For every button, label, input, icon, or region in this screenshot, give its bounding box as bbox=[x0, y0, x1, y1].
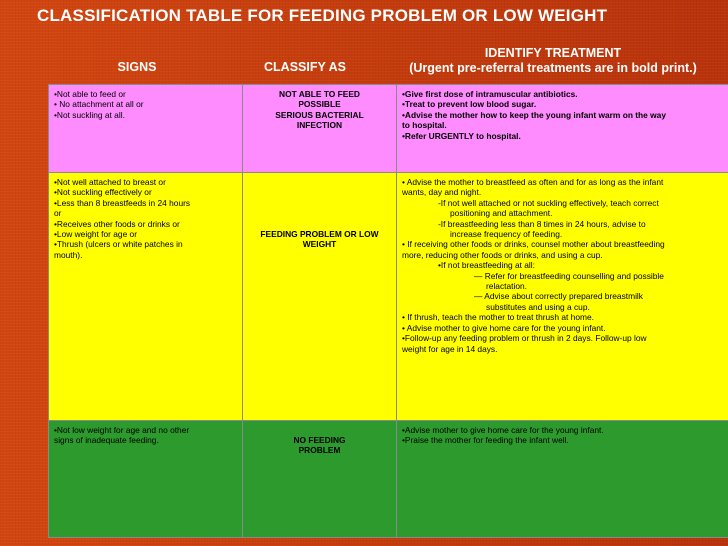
treatment-line: •If not breastfeeding at all: bbox=[438, 260, 535, 271]
sign-line: •Not suckling effectively or bbox=[54, 187, 152, 198]
sign-line: •Not suckling at all. bbox=[54, 109, 125, 120]
sign-line: • No attachment at all or bbox=[54, 99, 144, 110]
treatment-header-line: IDENTIFY TREATMENT bbox=[484, 46, 622, 60]
treatment-line: -If not well attached or not suckling ef… bbox=[438, 197, 659, 208]
sign-line: •Less than 8 breastfeeds in 24 hours bbox=[54, 197, 191, 208]
sign-line: •Receives other foods or drinks or bbox=[54, 218, 180, 229]
treatment-cell: • Advise the mother to breastfeed as oft… bbox=[396, 172, 728, 421]
treatment-line: — Refer for breastfeeding counselling an… bbox=[474, 270, 664, 281]
classification-line: NO FEEDING bbox=[293, 435, 346, 445]
treatment-cell: •Advise mother to give home care for the… bbox=[396, 420, 728, 538]
sign-line: signs of inadequate feeding. bbox=[54, 435, 159, 446]
signs-cell: •Not well attached to breast or •Not suc… bbox=[48, 172, 243, 421]
treatment-line: •Praise the mother for feeding the infan… bbox=[402, 435, 569, 446]
treatment-line: •Advise the mother how to keep the young… bbox=[402, 109, 666, 120]
classification-line: PROBLEM bbox=[298, 445, 341, 456]
table-row: •Not able to feed or • No attachment at … bbox=[48, 84, 728, 173]
sign-line: •Low weight for age or bbox=[54, 229, 138, 240]
treatment-line: positioning and attachment. bbox=[450, 208, 553, 219]
treatment-header-note: (Urgent pre-referral treatments are in b… bbox=[409, 61, 697, 75]
page-title: CLASSIFICATION TABLE FOR FEEDING PROBLEM… bbox=[37, 6, 608, 25]
classification-line: SERIOUS BACTERIAL bbox=[275, 109, 364, 120]
treatment-line: substitutes and using a cup. bbox=[486, 301, 590, 312]
classification-cell: NOT ABLE TO FEED POSSIBLE SERIOUS BACTER… bbox=[242, 84, 397, 173]
treatment-line: •Advise mother to give home care for the… bbox=[402, 425, 604, 435]
classification-table: •Not able to feed or • No attachment at … bbox=[48, 84, 728, 538]
classification-cell: FEEDING PROBLEM OR LOW WEIGHT bbox=[242, 172, 397, 421]
signs-cell: •Not low weight for age and no other sig… bbox=[48, 420, 243, 538]
classification-line: FEEDING PROBLEM OR LOW bbox=[260, 229, 379, 239]
treatment-column-header: IDENTIFY TREATMENT (Urgent pre-referral … bbox=[388, 46, 718, 76]
table-row: •Not well attached to breast or •Not suc… bbox=[48, 172, 728, 421]
sign-line: •Not well attached to breast or bbox=[54, 177, 166, 187]
treatment-line: • Advise the mother to breastfeed as oft… bbox=[402, 177, 664, 187]
sign-line: or bbox=[54, 208, 62, 219]
signs-column-header: SIGNS bbox=[117, 60, 157, 74]
sign-line: •Thrush (ulcers or white patches in bbox=[54, 239, 183, 250]
treatment-line: • If receiving other foods or drinks, co… bbox=[402, 239, 665, 250]
classification-line: WEIGHT bbox=[302, 239, 337, 250]
treatment-line: more, reducing other foods or drinks, an… bbox=[402, 249, 603, 260]
treatment-line: to hospital. bbox=[402, 120, 447, 131]
treatment-line: •Refer URGENTLY to hospital. bbox=[402, 130, 521, 141]
classification-line: INFECTION bbox=[296, 120, 343, 131]
treatment-line: weight for age in 14 days. bbox=[402, 343, 498, 354]
treatment-cell: •Give first dose of intramuscular antibi… bbox=[396, 84, 728, 173]
sign-line: •Not low weight for age and no other bbox=[54, 425, 190, 435]
treatment-line: •Treat to prevent low blood sugar. bbox=[402, 99, 537, 110]
treatment-line: increase frequency of feeding. bbox=[450, 229, 563, 240]
treatment-line: -If breastfeeding less than 8 times in 2… bbox=[438, 218, 646, 229]
treatment-line: • If thrush, teach the mother to treat t… bbox=[402, 312, 594, 323]
classification-line: NOT ABLE TO FEED bbox=[279, 89, 360, 99]
classify-column-header: CLASSIFY AS bbox=[264, 60, 346, 74]
treatment-line: •Give first dose of intramuscular antibi… bbox=[402, 89, 578, 99]
sign-line: mouth). bbox=[54, 249, 83, 260]
treatment-line: relactation. bbox=[486, 281, 527, 292]
treatment-line: • Advise mother to give home care for th… bbox=[402, 322, 606, 333]
sign-line: •Not able to feed or bbox=[54, 89, 126, 99]
table-row: •Not low weight for age and no other sig… bbox=[48, 420, 728, 538]
classification-cell: NO FEEDING PROBLEM bbox=[242, 420, 397, 538]
signs-cell: •Not able to feed or • No attachment at … bbox=[48, 84, 243, 173]
treatment-line: •Follow-up any feeding problem or thrush… bbox=[402, 333, 647, 344]
treatment-line: wants, day and night. bbox=[402, 187, 482, 198]
treatment-line: — Advise about correctly prepared breast… bbox=[474, 291, 643, 302]
classification-line: POSSIBLE bbox=[298, 99, 341, 110]
